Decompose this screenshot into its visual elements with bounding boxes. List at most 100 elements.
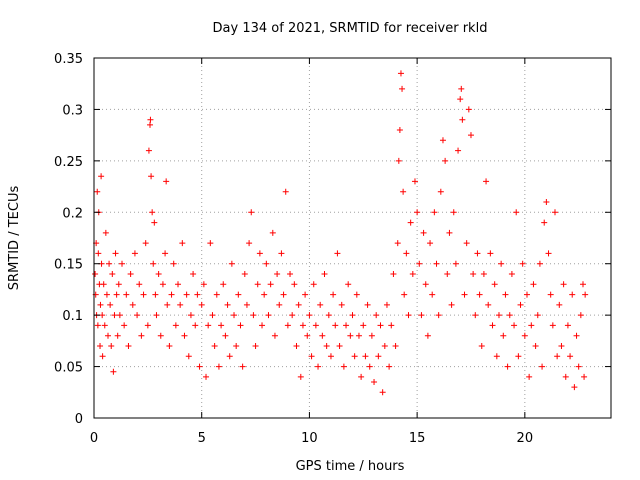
data-point bbox=[442, 157, 449, 164]
data-point bbox=[472, 312, 479, 319]
data-point bbox=[155, 271, 162, 277]
data-point bbox=[293, 343, 300, 349]
data-point bbox=[397, 70, 404, 77]
data-point bbox=[394, 240, 401, 247]
data-point bbox=[299, 322, 306, 329]
x-tick-label: 20 bbox=[517, 431, 534, 446]
data-point bbox=[414, 209, 421, 216]
data-point bbox=[483, 178, 490, 185]
data-point bbox=[185, 353, 192, 360]
data-point bbox=[461, 291, 468, 298]
data-point bbox=[362, 353, 369, 360]
data-point bbox=[489, 322, 496, 329]
data-point bbox=[351, 353, 358, 360]
data-point bbox=[338, 301, 345, 308]
data-point bbox=[336, 343, 343, 349]
data-point bbox=[424, 332, 431, 339]
y-tick-label: 0.35 bbox=[54, 52, 83, 67]
data-point bbox=[458, 85, 465, 92]
data-point bbox=[388, 322, 395, 329]
data-point bbox=[94, 322, 101, 329]
data-point bbox=[521, 332, 528, 339]
data-point bbox=[147, 116, 154, 123]
data-point bbox=[551, 209, 558, 216]
data-point bbox=[254, 281, 261, 288]
data-point bbox=[263, 260, 270, 267]
data-point bbox=[97, 301, 104, 308]
data-point bbox=[437, 188, 444, 195]
x-tick-label: 15 bbox=[409, 431, 426, 446]
data-point bbox=[536, 260, 543, 267]
data-point bbox=[291, 281, 298, 288]
data-point bbox=[431, 209, 438, 216]
data-point bbox=[427, 240, 434, 247]
data-point bbox=[256, 250, 263, 257]
data-point bbox=[284, 322, 291, 329]
data-point bbox=[539, 363, 546, 370]
data-point bbox=[515, 353, 522, 360]
data-point bbox=[511, 322, 518, 329]
data-point bbox=[177, 301, 184, 308]
data-point bbox=[455, 147, 462, 154]
data-point bbox=[97, 343, 104, 349]
data-point bbox=[325, 312, 332, 319]
data-point bbox=[371, 379, 378, 385]
data-point bbox=[116, 312, 123, 319]
data-point bbox=[349, 312, 356, 319]
data-point bbox=[163, 178, 170, 185]
data-point bbox=[377, 322, 384, 329]
data-point bbox=[205, 322, 212, 329]
data-point bbox=[368, 332, 375, 339]
data-point bbox=[306, 312, 313, 319]
data-point bbox=[235, 291, 242, 298]
data-point bbox=[317, 301, 324, 308]
data-point bbox=[379, 389, 386, 396]
data-point bbox=[192, 322, 199, 329]
data-point bbox=[502, 291, 509, 298]
data-point bbox=[150, 260, 157, 267]
data-point bbox=[478, 343, 485, 349]
y-tick-label: 0.1 bbox=[62, 309, 83, 324]
data-point bbox=[112, 250, 119, 257]
data-point bbox=[495, 312, 502, 319]
data-point bbox=[334, 250, 341, 257]
data-point bbox=[222, 332, 229, 339]
data-point bbox=[526, 373, 533, 380]
data-point bbox=[278, 250, 285, 257]
data-point bbox=[274, 271, 281, 277]
data-point bbox=[554, 353, 561, 360]
data-point bbox=[364, 301, 371, 308]
data-point bbox=[207, 240, 214, 247]
data-point bbox=[470, 271, 477, 277]
x-tick-label: 10 bbox=[301, 431, 318, 446]
data-point bbox=[259, 322, 266, 329]
data-point bbox=[172, 322, 179, 329]
data-point bbox=[149, 209, 156, 216]
data-point bbox=[310, 281, 317, 288]
data-point bbox=[416, 260, 423, 267]
data-point bbox=[383, 301, 390, 308]
data-point bbox=[95, 250, 102, 257]
data-point bbox=[166, 343, 173, 349]
data-point bbox=[543, 199, 550, 205]
data-point bbox=[504, 363, 511, 370]
data-point bbox=[297, 373, 304, 380]
data-points bbox=[92, 70, 589, 396]
y-tick-label: 0.2 bbox=[62, 206, 83, 221]
data-point bbox=[131, 250, 138, 257]
data-point bbox=[480, 271, 487, 277]
data-point bbox=[209, 312, 216, 319]
data-point bbox=[581, 373, 588, 380]
data-point bbox=[340, 363, 347, 370]
data-point bbox=[567, 353, 574, 360]
data-point bbox=[105, 332, 112, 339]
data-point bbox=[121, 322, 128, 329]
plot-frame bbox=[93, 57, 612, 419]
data-point bbox=[392, 343, 399, 349]
data-point bbox=[476, 291, 483, 298]
data-point bbox=[418, 312, 425, 319]
data-point bbox=[396, 127, 403, 133]
data-point bbox=[439, 137, 446, 144]
axis-ticks: 0 0.05 0.1 0.15 0.2 0.25 0.3 0.35 0 5 10 15 20 bbox=[54, 52, 611, 446]
